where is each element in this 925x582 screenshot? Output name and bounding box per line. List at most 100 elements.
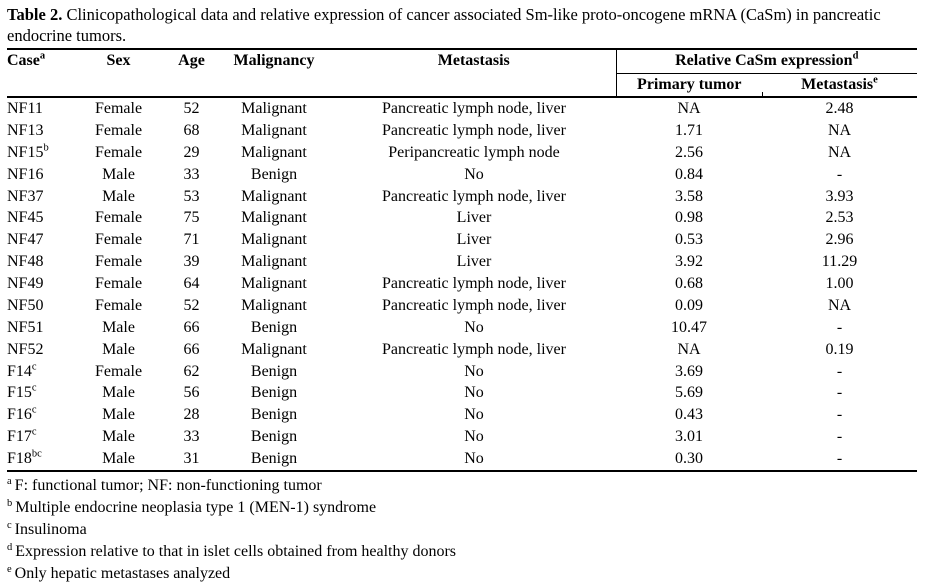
- footnote-text: Insulinoma: [14, 520, 87, 538]
- table-row: F17c Male 33 Benign No 3.01 -: [7, 426, 917, 448]
- sex-cell: Male: [102, 187, 135, 205]
- column-header-metastasis-expression: Metastasise: [762, 73, 917, 98]
- malignancy-cell: Benign: [250, 165, 298, 183]
- age-cell: 68: [183, 121, 200, 139]
- footnote: c Insulinoma: [7, 519, 917, 541]
- footnote: a F: functional tumor; NF: non-functionin…: [7, 475, 917, 497]
- primary-tumor-expression-cell: 0.53: [675, 231, 703, 249]
- age-cell: 33: [183, 165, 200, 183]
- metastasis-expression-cell: -: [762, 448, 917, 472]
- metastasis-expression-cell: 11.29: [821, 253, 858, 271]
- primary-tumor-expression-cell: 2.56: [675, 143, 703, 161]
- case-cell: NF47: [7, 231, 44, 249]
- table-header-row-2: Primary tumor Metastasise: [7, 73, 917, 98]
- metastasis-cell: No: [464, 362, 484, 380]
- age-cell: 31: [167, 448, 216, 472]
- column-header-malignancy: Malignancy: [216, 49, 332, 98]
- column-header-metastasis: Metastasis: [332, 49, 616, 98]
- primary-tumor-expression-cell: 5.69: [675, 384, 703, 402]
- case-cell: NF51: [7, 318, 44, 336]
- metastasis-cell: Pancreatic lymph node, liver: [382, 187, 566, 205]
- age-cell: 66: [183, 318, 200, 336]
- age-cell: 71: [183, 231, 200, 249]
- case-cell: F15c: [7, 383, 37, 402]
- age-cell: 39: [183, 253, 200, 271]
- table-caption: Table 2. Clinicopathological data and re…: [7, 4, 919, 46]
- case-cell: NF49: [7, 275, 44, 292]
- sex-cell: Female: [94, 143, 143, 161]
- case-cell: F17c: [7, 426, 37, 446]
- metastasis-cell: Pancreatic lymph node, liver: [382, 275, 566, 292]
- malignancy-cell: Malignant: [241, 253, 307, 271]
- sex-cell: Male: [102, 428, 135, 446]
- metastasis-cell: No: [464, 318, 484, 336]
- malignancy-cell: Malignant: [241, 231, 307, 249]
- case-cell: NF45: [7, 209, 44, 227]
- metastasis-expression-cell: 2.53: [825, 209, 854, 227]
- table-caption-text: Clinicopathological data and relative ex…: [7, 5, 881, 45]
- sex-cell: Female: [94, 209, 143, 227]
- column-header-primary-tumor: Primary tumor: [615, 73, 762, 98]
- metastasis-expression-cell: 2.96: [825, 231, 854, 249]
- superscript-marker: d: [852, 50, 859, 62]
- malignancy-cell: Malignant: [241, 121, 307, 139]
- metastasis-expression-cell: NA: [827, 121, 852, 139]
- metastasis-expression-cell: -: [836, 428, 843, 446]
- case-cell: NF50: [7, 296, 44, 314]
- footnote: b Multiple endocrine neoplasia type 1 (ME…: [7, 497, 917, 519]
- sex-cell: Female: [94, 275, 143, 292]
- table-row: F16c Male 28 Benign No 0.43 -: [7, 404, 917, 426]
- metastasis-expression-cell: -: [836, 384, 843, 402]
- metastasis-cell: No: [464, 428, 484, 446]
- table-caption-number: Table 2.: [7, 5, 63, 24]
- metastasis-expression-cell: -: [836, 318, 843, 336]
- age-cell: 64: [183, 275, 200, 292]
- age-cell: 28: [183, 406, 200, 424]
- table-header-row-1: Casea Sex Age Malignancy Metastasis Rela…: [7, 49, 917, 98]
- sex-cell: Female: [94, 231, 143, 249]
- malignancy-cell: Benign: [250, 362, 298, 380]
- metastasis-expression-cell: -: [836, 406, 843, 424]
- footnote-marker: e: [7, 563, 12, 575]
- malignancy-cell: Benign: [250, 406, 298, 424]
- superscript-marker: bc: [31, 448, 42, 460]
- table-row: F14c Female 62 Benign No 3.69 -: [7, 361, 917, 383]
- primary-tumor-expression-cell: 0.68: [675, 275, 703, 292]
- clinicopathological-table: Casea Sex Age Malignancy Metastasis Rela…: [7, 48, 917, 472]
- malignancy-cell: Malignant: [241, 187, 307, 205]
- metastasis-cell: Pancreatic lymph node, liver: [382, 340, 566, 358]
- metastasis-expression-cell: NA: [827, 296, 852, 314]
- sex-cell: Female: [70, 97, 167, 120]
- case-cell: NF37: [7, 187, 44, 205]
- primary-tumor-expression-cell: 0.98: [675, 209, 703, 227]
- case-cell: NF15b: [7, 142, 49, 161]
- metastasis-cell: No: [464, 384, 484, 402]
- superscript-marker: c: [31, 361, 37, 373]
- footnote: e Only hepatic metastases analyzed: [7, 563, 917, 582]
- table-row: NF47 Female 71 Malignant Liver 0.53 2.96: [7, 229, 917, 251]
- primary-tumor-expression-cell: 10.47: [671, 318, 707, 336]
- malignancy-cell: Benign: [250, 318, 298, 336]
- footnote-marker: c: [7, 519, 12, 531]
- superscript-marker: e: [873, 74, 878, 86]
- table-row: NF52 Male 66 Malignant Pancreatic lymph node…: [7, 339, 917, 361]
- age-cell: 33: [183, 428, 200, 446]
- metastasis-expression-cell: -: [836, 165, 843, 183]
- sex-cell: Male: [102, 384, 135, 402]
- column-header-age: Age: [167, 49, 216, 98]
- malignancy-cell: Benign: [250, 384, 298, 402]
- table-row: F18bc Male 31 Benign No 0.30-: [7, 448, 917, 472]
- column-header-case: Casea: [7, 49, 70, 98]
- malignancy-cell: Malignant: [241, 275, 307, 292]
- table-row: NF50 Female 52 Malignant Pancreatic lymph no…: [7, 295, 917, 317]
- case-cell: F16c: [7, 404, 37, 424]
- table-row: F15c Male 56 Benign No 5.69 -: [7, 382, 917, 404]
- primary-tumor-expression-cell: 3.69: [675, 362, 703, 380]
- sex-cell: Male: [102, 318, 135, 336]
- column-header-sex: Sex: [70, 49, 167, 98]
- age-cell: 52: [167, 97, 216, 120]
- sex-cell: Female: [94, 121, 143, 139]
- primary-tumor-expression-cell: 0.09: [675, 296, 703, 314]
- metastasis-expression-cell: 1.00: [825, 275, 854, 292]
